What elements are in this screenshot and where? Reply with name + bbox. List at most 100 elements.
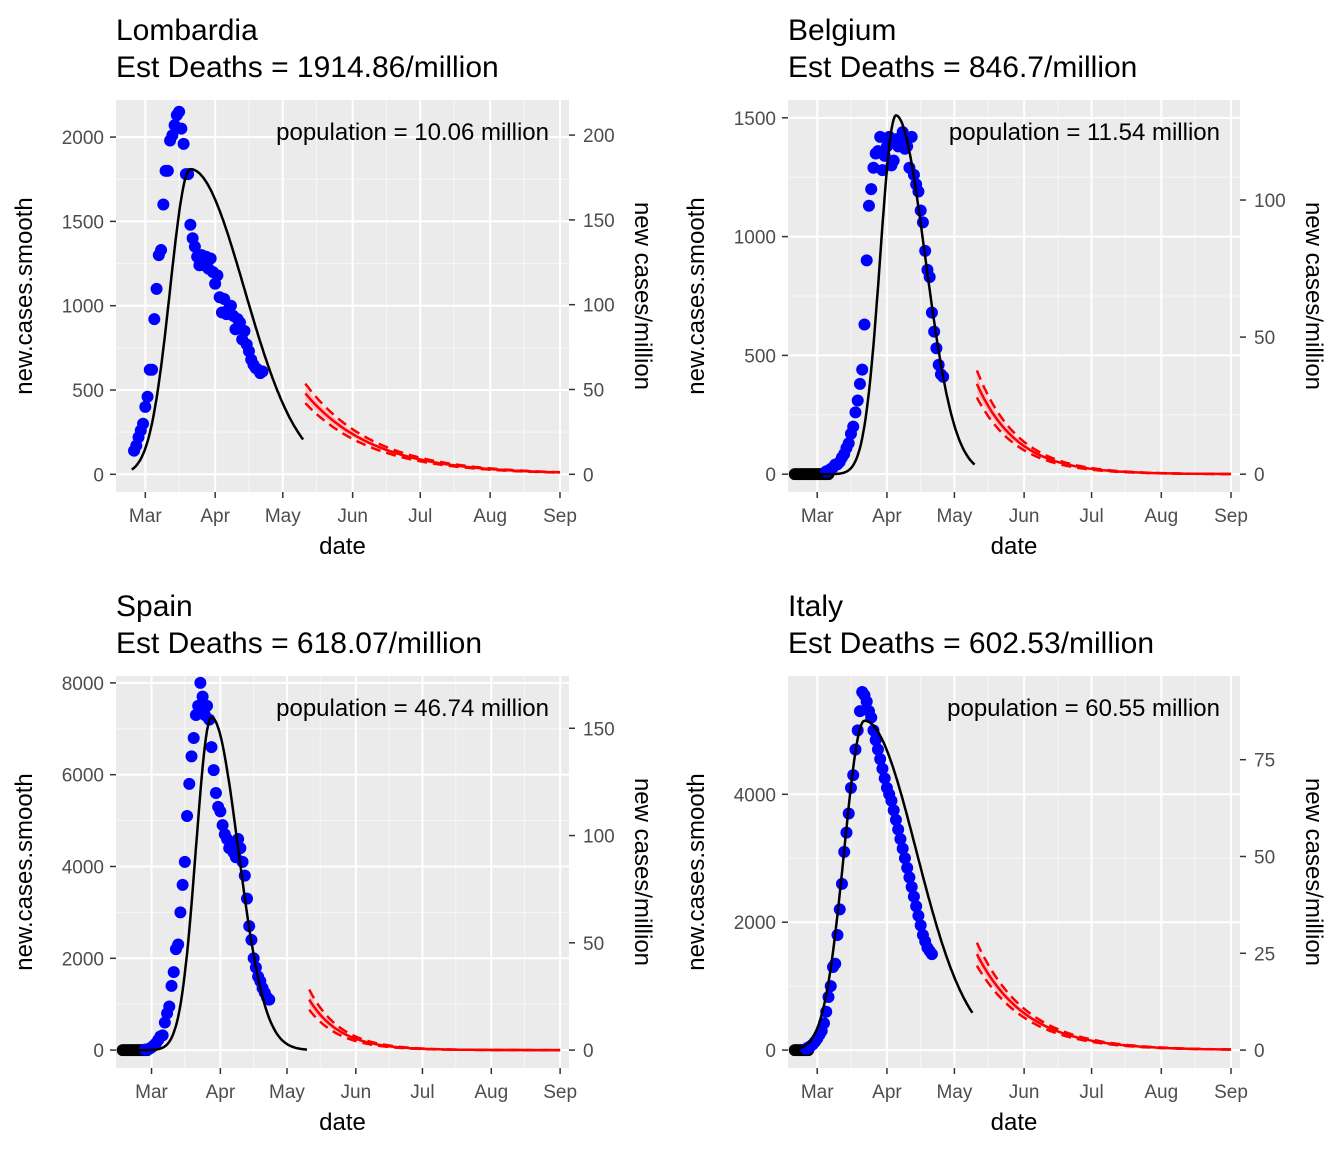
y-tick-label: 4000 [62, 857, 104, 878]
x-tick-label: May [265, 506, 301, 527]
y-tick-label: 2000 [62, 128, 104, 149]
x-tick-label: Sep [543, 506, 577, 527]
data-point [194, 676, 207, 689]
x-tick-label: Sep [1214, 506, 1248, 527]
y2-tick-label: 0 [1254, 1041, 1265, 1062]
x-tick-label: Sep [1214, 1082, 1248, 1103]
y-tick-label: 2000 [62, 949, 104, 970]
y2-tick-label: 0 [583, 1041, 594, 1062]
x-tick-label: Aug [474, 1082, 508, 1103]
grid [788, 100, 1240, 492]
data-point [207, 764, 220, 777]
x-tick-label: Jun [337, 506, 368, 527]
data-point [889, 813, 902, 826]
panel-2: Belgium Est Deaths = 846.7/million Mar Apr M… [683, 14, 1327, 560]
plot-background [116, 676, 569, 1068]
data-point [847, 420, 860, 433]
data-point [896, 842, 909, 855]
data-point [238, 324, 251, 337]
data-point [192, 699, 205, 712]
data-point [158, 1016, 171, 1029]
data-point [869, 733, 882, 746]
y2-tick-label: 0 [583, 465, 594, 486]
x-tick-label: Apr [206, 1082, 236, 1103]
plot-background [116, 100, 569, 492]
y2-tick-label: 150 [583, 719, 615, 740]
data-point [183, 777, 196, 790]
y-tick-label: 1000 [734, 228, 776, 249]
data-point [885, 794, 898, 807]
data-point [184, 218, 197, 231]
data-point [849, 406, 862, 419]
y-axis-title: new.cases.smooth [11, 197, 38, 394]
data-point [205, 741, 218, 754]
data-point [867, 161, 880, 174]
y-axis-title: new.cases.smooth [683, 773, 710, 970]
x-tick-label: May [269, 1082, 305, 1103]
panel-title: Spain [116, 590, 193, 623]
panel-1: Lombardia Est Deaths = 1914.86/million Mar… [11, 14, 656, 560]
x-tick-label: Apr [872, 1082, 902, 1103]
data-point [204, 252, 217, 265]
x-tick-label: Mar [135, 1082, 168, 1103]
y2-axis-title: new cases/million [629, 202, 656, 390]
data-point [862, 199, 875, 212]
data-point [860, 254, 873, 267]
data-point [910, 900, 923, 913]
data-point [146, 363, 159, 376]
y-tick-label: 6000 [62, 766, 104, 787]
data-point [211, 269, 224, 282]
data-point [905, 130, 918, 143]
grid [116, 100, 569, 492]
x-tick-label: Jun [1009, 506, 1040, 527]
data-point [224, 299, 237, 312]
population-annotation: population = 10.06 million [276, 119, 549, 146]
y2-tick-label: 50 [583, 934, 604, 955]
y2-axis-title: new cases/million [1300, 202, 1327, 390]
data-point [187, 731, 200, 744]
data-point [874, 130, 887, 143]
y2-tick-label: 50 [1254, 328, 1275, 349]
data-point [842, 437, 855, 450]
data-point [263, 993, 276, 1006]
y2-tick-label: 100 [583, 827, 615, 848]
y-axis-title: new.cases.smooth [11, 773, 38, 970]
forecast-line [308, 998, 561, 1052]
data-point [858, 318, 871, 331]
data-point [874, 753, 887, 766]
panel-title: Belgium [788, 14, 896, 47]
y-tick-label: 1000 [62, 297, 104, 318]
data-point [894, 833, 907, 846]
y2-tick-label: 200 [583, 126, 615, 147]
plot-area [788, 114, 1232, 481]
x-tick-label: Aug [473, 506, 507, 527]
panel-subtitle: Est Deaths = 1914.86/million [116, 51, 499, 84]
y-tick-label: 1500 [734, 109, 776, 130]
data-point [914, 919, 927, 932]
data-point [173, 105, 186, 118]
y2-tick-label: 50 [583, 380, 604, 401]
data-point [150, 282, 163, 295]
plot-area [128, 105, 561, 474]
y-axis-title: new.cases.smooth [683, 197, 710, 394]
forecast-line [304, 392, 560, 474]
x-tick-label: May [936, 506, 972, 527]
forecast-line [975, 953, 1231, 1051]
panel-subtitle: Est Deaths = 618.07/million [116, 627, 482, 660]
y2-axis-title: new cases/million [1300, 778, 1327, 966]
data-point [256, 365, 269, 378]
y2-tick-label: 0 [1254, 465, 1265, 486]
data-point [853, 705, 866, 718]
x-tick-label: Jul [410, 1082, 434, 1103]
data-point [865, 183, 878, 196]
data-point [185, 750, 198, 763]
data-point [137, 417, 150, 430]
data-point [860, 695, 873, 708]
y-tick-label: 0 [93, 1041, 104, 1062]
data-point [181, 810, 194, 822]
data-point [201, 699, 214, 712]
data-point [174, 906, 187, 919]
data-point [148, 313, 161, 326]
data-point [214, 805, 227, 818]
x-tick-label: Jul [408, 506, 432, 527]
